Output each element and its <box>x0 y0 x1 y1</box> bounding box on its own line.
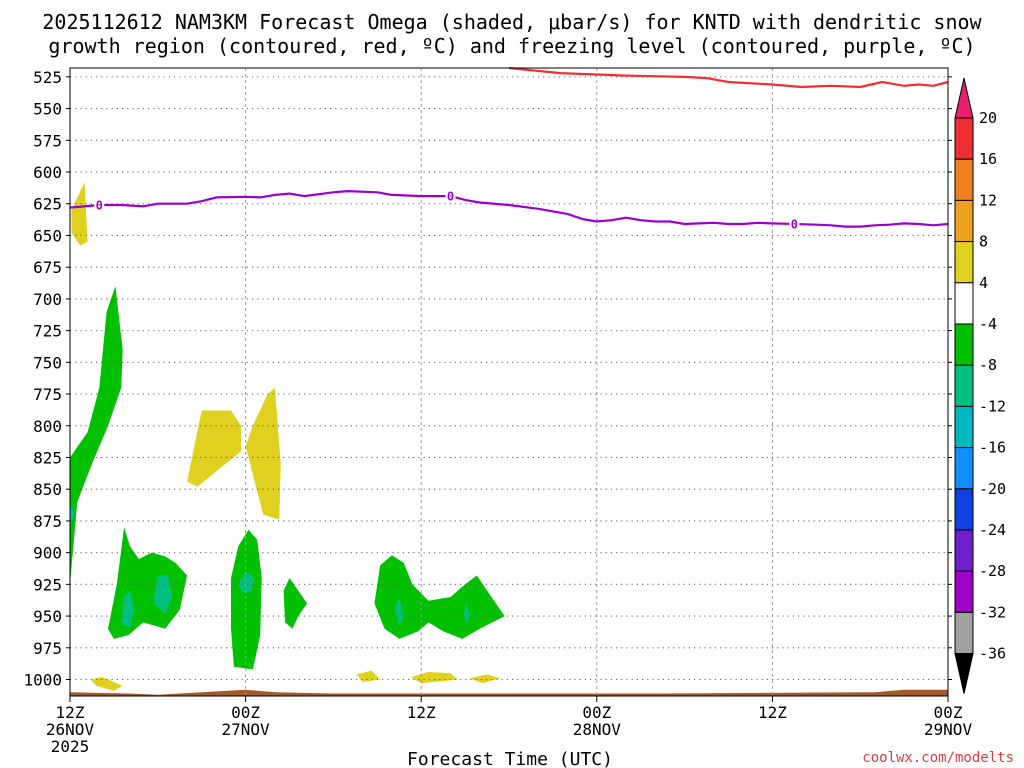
y-tick-label-775: 775 <box>33 385 62 404</box>
colorbar-label-13: -32 <box>979 603 1006 621</box>
omega-region-1 <box>71 182 88 246</box>
colorbar-label-11: -24 <box>979 521 1006 539</box>
y-tick-label-800: 800 <box>33 417 62 436</box>
colorbar-bin-9 <box>954 447 974 490</box>
terrain-band <box>70 689 948 696</box>
colorbar-bin-1 <box>954 117 974 160</box>
colorbar-bin-4 <box>954 241 974 284</box>
colorbar-label-5: 4 <box>979 274 988 292</box>
colorbar-bin-12 <box>954 570 974 613</box>
y-tick-label-1000: 1000 <box>23 671 62 690</box>
y-tick-label-950: 950 <box>33 607 62 626</box>
y-tick-label-625: 625 <box>33 195 62 214</box>
colorbar-bin-8 <box>954 405 974 449</box>
credit-text: coolwx.com/modelts <box>862 750 1014 766</box>
y-tick-label-650: 650 <box>33 226 62 245</box>
x-tick-label-48-1: 12Z <box>758 703 787 722</box>
y-tick-label-525: 525 <box>33 68 62 87</box>
colorbar-label-6: -4 <box>979 315 997 333</box>
y-axis-ticks: 525 550 575 600 625 650 675 700 725 750 775 800 825 8… <box>23 68 952 690</box>
plot-area: 0 0 0 <box>69 66 949 697</box>
x-tick-label-0-1: 12Z <box>56 703 85 722</box>
x-tick-label-12-1: 00Z <box>231 703 260 722</box>
x-axis-label: Forecast Time (UTC) <box>407 749 613 768</box>
chart-title-line2: growth region (contoured, red, ºC) and f… <box>48 34 975 58</box>
colorbar-bin-2 <box>954 158 974 201</box>
omega-region-8 <box>70 286 123 585</box>
contour-label-2-2: 0 <box>447 190 454 204</box>
x-tick-label-12-2: 27NOV <box>222 720 271 739</box>
x-tick-label-60-1: 00Z <box>934 703 963 722</box>
y-tick-label-850: 850 <box>33 480 62 499</box>
plot-background <box>70 68 948 696</box>
colorbar-bin-5 <box>954 282 974 325</box>
x-tick-label-24-1: 12Z <box>407 703 436 722</box>
contour-label-2-1: 0 <box>96 199 103 213</box>
x-tick-label-0-2: 26NOV <box>46 720 95 739</box>
omega-region-16 <box>394 597 404 627</box>
x-tick-label-0-3: 2025 <box>51 737 90 756</box>
colorbar-label-2: 16 <box>979 150 997 168</box>
y-tick-label-750: 750 <box>33 353 62 372</box>
colorbar-bin-11 <box>954 529 974 572</box>
colorbar-triangle-top <box>954 77 974 119</box>
y-tick-label-875: 875 <box>33 512 62 531</box>
x-tick-label-36-2: 28NOV <box>573 720 622 739</box>
contour-label-bg-2-1 <box>94 198 105 212</box>
colorbar-label-14: -36 <box>979 645 1006 663</box>
colorbar-label-10: -20 <box>979 480 1006 498</box>
colorbar-triangle-bottom <box>954 653 974 694</box>
omega-region-13 <box>121 590 135 629</box>
omega-region-18 <box>70 504 74 528</box>
colorbar-label-4: 8 <box>979 233 988 251</box>
contour-label-bg-2-3 <box>789 217 800 231</box>
omega-region-3 <box>245 387 281 520</box>
colorbar-bin-10 <box>954 488 974 531</box>
omega-region-6 <box>411 671 458 684</box>
omega-region-2 <box>187 410 242 487</box>
colorbar-label-7: -8 <box>979 356 997 374</box>
omega-region-12 <box>374 555 505 639</box>
colorbar-label-1: 20 <box>979 109 997 127</box>
omega-region-5 <box>356 670 381 682</box>
contour-label-bg-2-2 <box>445 189 456 203</box>
y-tick-label-900: 900 <box>33 544 62 563</box>
contour-line-1 <box>508 66 949 89</box>
omega-region-14 <box>153 575 173 614</box>
plot-frame <box>69 67 949 697</box>
colorbar-bin-7 <box>954 364 974 407</box>
omega-region-10 <box>231 529 262 670</box>
colorbar-label-8: -12 <box>979 397 1006 415</box>
y-tick-label-675: 675 <box>33 258 62 277</box>
omega-region-4 <box>90 677 123 691</box>
contour-line-2 <box>69 190 949 228</box>
omega-region-7 <box>469 674 501 684</box>
y-tick-label-600: 600 <box>33 163 62 182</box>
colorbar-label-9: -16 <box>979 439 1006 457</box>
omega-region-15 <box>238 571 255 594</box>
colorbar: 20 16 12 8 4 -4 -8 -12 -16 -20 -24 -28 -32 -36 <box>954 77 1006 694</box>
colorbar-label-12: -28 <box>979 562 1006 580</box>
y-tick-label-575: 575 <box>33 131 62 150</box>
y-tick-label-825: 825 <box>33 448 62 467</box>
colorbar-bin-3 <box>954 199 974 243</box>
chart-title-line1: 2025112612 NAM3KM Forecast Omega (shaded… <box>42 10 982 34</box>
colorbar-label-3: 12 <box>979 191 997 209</box>
y-tick-label-975: 975 <box>33 639 62 658</box>
x-tick-label-36-1: 00Z <box>582 703 611 722</box>
contour-label-2-3: 0 <box>791 218 798 232</box>
colorbar-bin-6 <box>954 323 974 366</box>
y-tick-label-725: 725 <box>33 322 62 341</box>
y-tick-label-550: 550 <box>33 100 62 119</box>
x-tick-label-60-2: 29NOV <box>924 720 973 739</box>
colorbar-bin-13 <box>954 611 974 655</box>
omega-region-17 <box>463 603 470 624</box>
y-tick-label-700: 700 <box>33 290 62 309</box>
y-tick-label-925: 925 <box>33 575 62 594</box>
